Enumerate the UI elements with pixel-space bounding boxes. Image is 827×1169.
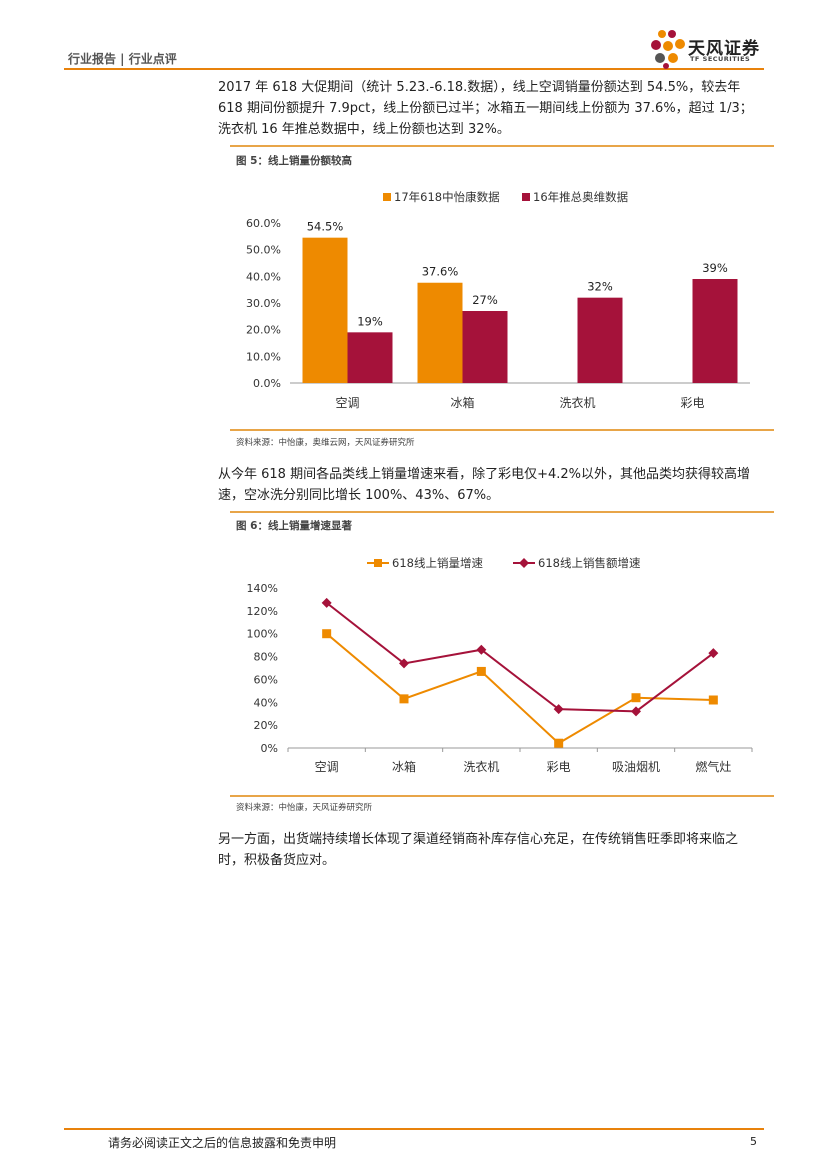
y-tick-label: 0%: [261, 742, 278, 755]
data-point: [631, 706, 641, 717]
x-tick-label: 空调: [335, 396, 359, 410]
legend-label: 17年618中怡康数据: [394, 190, 500, 204]
data-point: [399, 694, 409, 704]
logo-text-cn: 天风证券: [688, 39, 760, 59]
logo-text-en: TF SECURITIES: [690, 55, 751, 63]
figure-6-top-rule: [230, 511, 774, 513]
paragraph-1: 2017 年 618 大促期间（统计 5.23.-6.18.数据），线上空调销量…: [218, 80, 753, 137]
data-point: [708, 695, 718, 705]
paragraph-2: 从今年 618 期间各品类线上销量增速来看，除了彩电仅+4.2%以外，其他品类均…: [218, 467, 750, 503]
header-rule: [64, 68, 764, 70]
bar: [462, 311, 508, 383]
y-tick-label: 140%: [247, 582, 278, 595]
data-point: [554, 738, 564, 748]
paragraph-3: 另一方面，出货端持续增长体现了渠道经销商补库存信心充足，在传统销售旺季即将来临之…: [218, 832, 739, 868]
figure-5-top-rule: [230, 145, 774, 147]
legend-marker: [374, 559, 382, 567]
data-point: [476, 666, 486, 676]
x-tick-label: 吸油烟机: [612, 760, 660, 774]
figure-5-title: 图 5：线上销量份额较高: [236, 155, 352, 167]
x-tick-label: 彩电: [680, 396, 704, 410]
flower-logo-icon: [651, 30, 685, 69]
report-category: 行业报告 | 行业点评: [68, 52, 177, 66]
x-tick-label: 燃气灶: [695, 759, 731, 774]
company-logo: 天风证券 TF SECURITIES: [650, 28, 765, 70]
data-point: [631, 693, 641, 703]
y-tick-label: 60.0%: [246, 217, 281, 230]
data-label: 27%: [472, 293, 498, 307]
y-tick-label: 20.0%: [246, 324, 281, 337]
x-tick-label: 彩电: [547, 760, 571, 774]
y-tick-label: 100%: [247, 628, 278, 641]
bar: [302, 237, 348, 383]
data-label: 19%: [357, 314, 383, 328]
data-point: [321, 597, 332, 608]
y-tick-label: 60%: [254, 673, 278, 686]
data-label: 37.6%: [422, 265, 459, 279]
data-label: 32%: [587, 280, 613, 294]
figure-6-source: 资料来源：中怡康，天风证券研究所: [236, 803, 373, 813]
data-point: [476, 644, 487, 655]
bar: [347, 332, 393, 383]
disclaimer-notice: 请务必阅读正文之后的信息披露和免责申明: [108, 1136, 337, 1150]
y-tick-label: 0.0%: [253, 377, 281, 390]
figure-5-bottom-rule: [230, 429, 774, 431]
data-label: 54.5%: [307, 220, 344, 234]
figure-6-title: 图 6：线上销量增速显著: [236, 520, 352, 532]
x-tick-label: 冰箱: [392, 759, 416, 774]
series-line: [326, 602, 714, 713]
y-tick-label: 40.0%: [246, 270, 281, 283]
legend-label: 618线上销售额增速: [538, 556, 641, 570]
bar: [577, 297, 623, 383]
legend-label: 618线上销量增速: [392, 556, 483, 570]
series-line: [326, 632, 714, 745]
legend-swatch: [383, 193, 391, 201]
figure-5-source: 资料来源：中怡康，奥维云网，天风证券研究所: [236, 438, 415, 448]
bar: [692, 279, 738, 383]
page-number: 5: [750, 1135, 757, 1148]
data-label: 39%: [702, 261, 728, 275]
y-tick-label: 80%: [254, 651, 278, 664]
data-point: [399, 658, 409, 669]
figure-6-bottom-rule: [230, 795, 774, 797]
bar: [417, 282, 463, 383]
legend-marker: [519, 558, 529, 568]
y-tick-label: 120%: [247, 605, 278, 618]
y-tick-label: 30.0%: [246, 297, 281, 310]
legend-swatch: [522, 193, 530, 201]
y-tick-label: 50.0%: [246, 244, 281, 257]
y-tick-label: 20%: [254, 719, 278, 732]
y-tick-label: 40%: [254, 696, 278, 709]
data-point: [708, 648, 719, 659]
y-tick-label: 10.0%: [246, 350, 281, 363]
footer-rule: [64, 1128, 764, 1130]
x-tick-label: 空调: [315, 760, 339, 774]
x-tick-label: 冰箱: [450, 395, 474, 410]
x-tick-label: 洗衣机: [559, 395, 595, 410]
legend-label: 16年推总奥维数据: [533, 190, 629, 204]
x-tick-label: 洗衣机: [463, 759, 499, 774]
data-point: [322, 629, 332, 639]
data-point: [553, 704, 564, 715]
